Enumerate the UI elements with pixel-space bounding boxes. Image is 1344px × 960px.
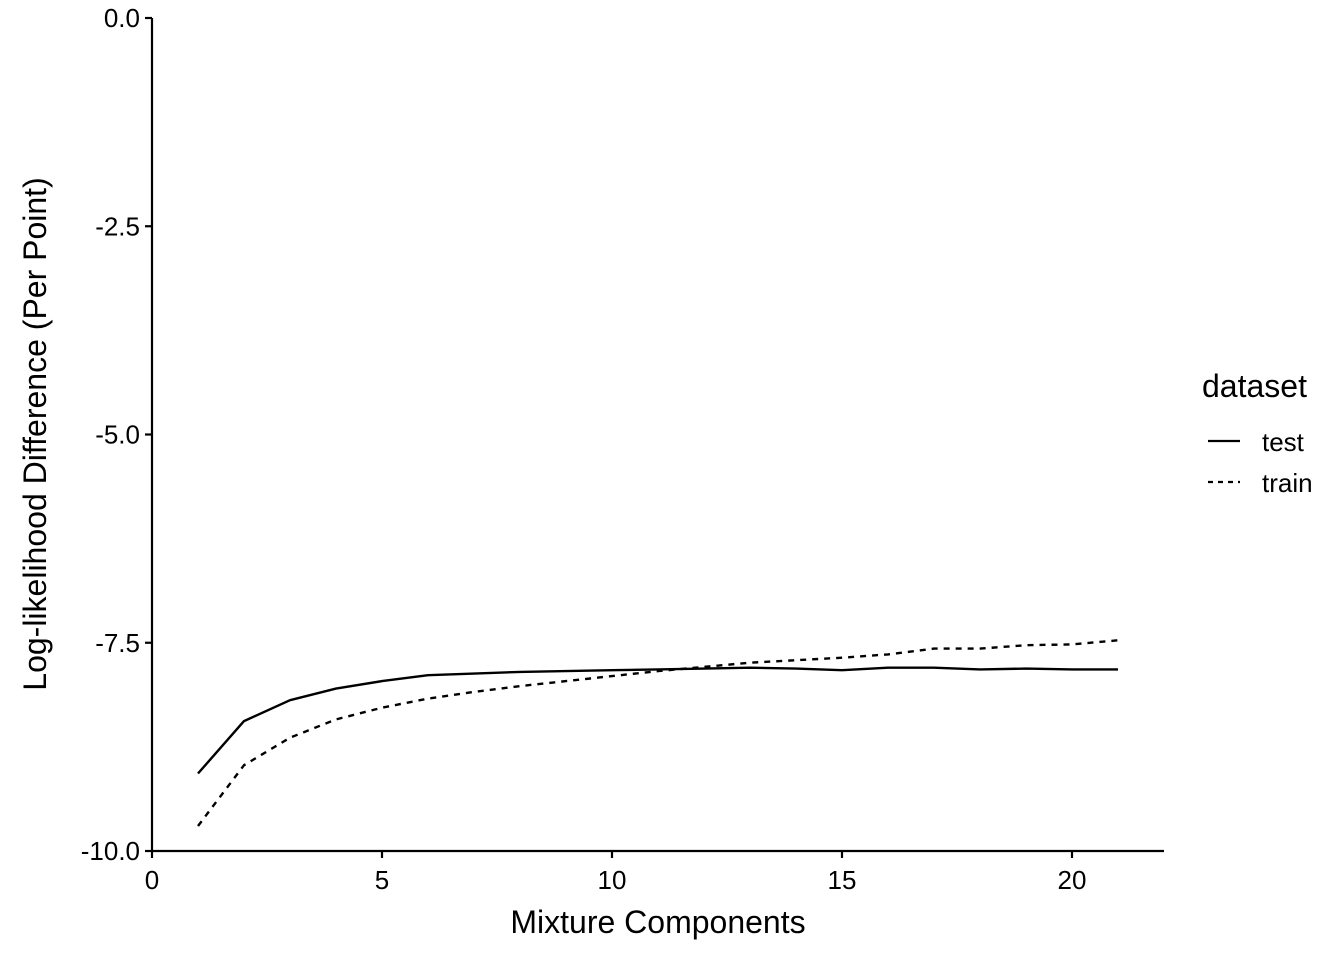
x-tick-label: 5 <box>375 865 389 895</box>
x-tick-label: 10 <box>598 865 627 895</box>
y-tick-label: -10.0 <box>81 836 140 866</box>
series-line-train <box>197 639 1119 827</box>
y-axis: -10.0 -7.5 -5.0 -2.5 0.0 <box>81 3 154 866</box>
y-tick-label: -7.5 <box>95 628 140 658</box>
plot-area <box>197 639 1119 827</box>
y-tick-label: -5.0 <box>95 420 140 450</box>
legend-label-test: test <box>1262 427 1305 457</box>
y-tick-label: 0.0 <box>104 3 140 33</box>
x-tick-label: 0 <box>145 865 159 895</box>
legend-label-train: train <box>1262 468 1313 498</box>
x-tick-label: 20 <box>1058 865 1087 895</box>
legend-title: dataset <box>1202 368 1307 404</box>
legend: dataset test train <box>1202 368 1313 498</box>
x-axis-title: Mixture Components <box>510 904 805 940</box>
y-axis-title: Log-likelihood Difference (Per Point) <box>17 177 53 690</box>
x-axis: 0 5 10 15 20 <box>145 849 1164 895</box>
series-line-test <box>197 666 1118 775</box>
y-tick-label: -2.5 <box>95 211 140 241</box>
x-tick-label: 15 <box>828 865 857 895</box>
